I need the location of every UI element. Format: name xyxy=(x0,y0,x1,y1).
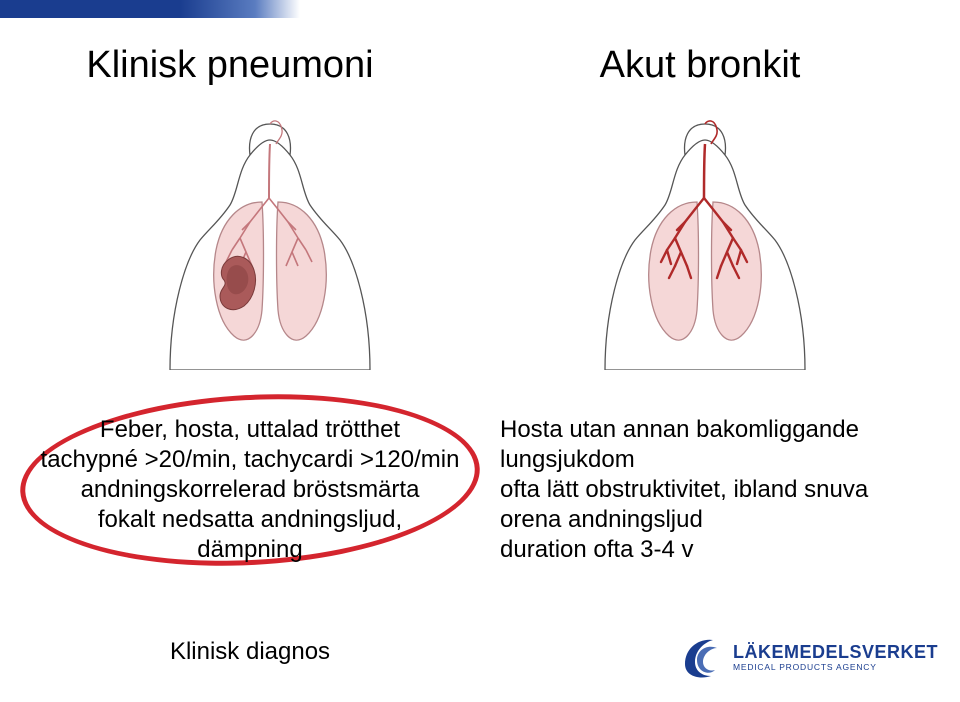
symptoms-bronchitis: Hosta utan annan bakomliggande lungsjukd… xyxy=(500,415,920,565)
sym-line: duration ofta 3-4 v xyxy=(500,535,920,565)
title-bronchitis: Akut bronkit xyxy=(460,44,940,87)
sym-line: orena andningsljud xyxy=(500,505,920,535)
sym-line: lungsjukdom xyxy=(500,445,920,475)
brand-top-bar xyxy=(0,0,300,18)
sym-line: Feber, hosta, uttalad trötthet xyxy=(30,415,470,445)
logo-main-text: LÄKEMEDELSVERKET xyxy=(733,643,938,661)
diagram-pneumonia xyxy=(130,110,410,370)
symptoms-pneumonia: Feber, hosta, uttalad trötthet tachypné … xyxy=(30,415,470,565)
logo-swoosh-icon xyxy=(679,634,725,680)
title-row: Klinisk pneumoni Akut bronkit xyxy=(0,44,960,87)
sym-line: ofta lätt obstruktivitet, ibland snuva xyxy=(500,475,920,505)
logo-text: LÄKEMEDELSVERKET MEDICAL PRODUCTS AGENCY xyxy=(733,643,938,672)
title-pneumonia: Klinisk pneumoni xyxy=(0,44,460,87)
sym-line: Hosta utan annan bakomliggande xyxy=(500,415,920,445)
logo-sub-text: MEDICAL PRODUCTS AGENCY xyxy=(733,663,938,672)
agency-logo: LÄKEMEDELSVERKET MEDICAL PRODUCTS AGENCY xyxy=(679,634,938,680)
sym-line: tachypné >20/min, tachycardi >120/min xyxy=(30,445,470,475)
symptoms-row: Feber, hosta, uttalad trötthet tachypné … xyxy=(0,400,960,600)
sym-line: fokalt nedsatta andningsljud, xyxy=(30,505,470,535)
sym-line: dämpning xyxy=(30,535,470,565)
diagram-row xyxy=(0,110,960,390)
diagram-bronchitis xyxy=(565,110,845,370)
bottom-label: Klinisk diagnos xyxy=(0,638,500,666)
sym-line: andningskorrelerad bröstsmärta xyxy=(30,475,470,505)
